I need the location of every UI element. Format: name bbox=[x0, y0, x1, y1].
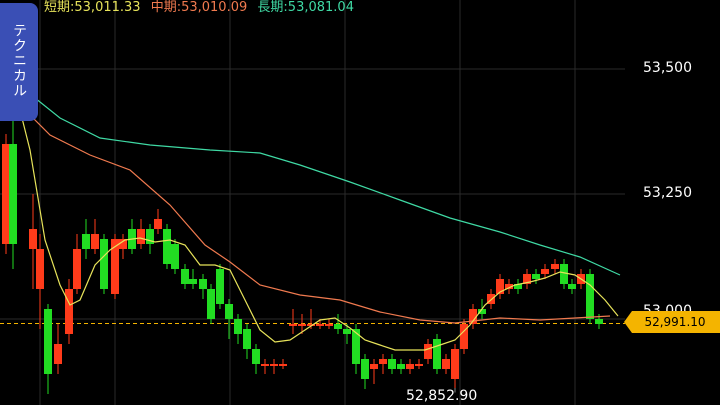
candle-body bbox=[496, 279, 504, 294]
candle-body bbox=[100, 239, 108, 289]
candle-body bbox=[397, 364, 405, 369]
candle-body bbox=[82, 234, 90, 249]
candle-body bbox=[171, 244, 179, 269]
candle-body bbox=[44, 309, 52, 374]
candle-body bbox=[289, 324, 297, 326]
candle-body bbox=[216, 269, 224, 304]
candle-body bbox=[181, 269, 189, 284]
candle-body bbox=[65, 289, 73, 334]
candle-body bbox=[36, 249, 44, 289]
candle-body bbox=[163, 229, 171, 264]
candle-body bbox=[207, 289, 215, 319]
candle-body bbox=[199, 279, 207, 289]
candle-body bbox=[225, 304, 233, 319]
period-low-label: 52,852.90 bbox=[406, 388, 478, 404]
candle-body bbox=[379, 359, 387, 364]
candle-body bbox=[415, 364, 423, 366]
candle-body bbox=[334, 324, 342, 329]
candle-body bbox=[29, 229, 37, 249]
candle-body bbox=[270, 364, 278, 366]
price-axis-label-53250: 53,250 bbox=[643, 185, 692, 201]
candle-body bbox=[505, 284, 513, 289]
candle-body bbox=[252, 349, 260, 364]
candle-body bbox=[433, 339, 441, 369]
candle-body bbox=[352, 329, 360, 364]
candle-body bbox=[2, 144, 10, 244]
ma-legend: 短期:53,011.33 中期:53,010.09 長期:53,081.04 bbox=[44, 0, 354, 16]
candle-body bbox=[487, 294, 495, 304]
candle-body bbox=[137, 229, 145, 244]
candle-body bbox=[523, 274, 531, 284]
candle-body bbox=[532, 274, 540, 279]
long-ma-value: 53,081.04 bbox=[287, 0, 354, 15]
candle-body bbox=[73, 249, 81, 289]
candle-body bbox=[243, 329, 251, 349]
candle-body bbox=[307, 324, 315, 326]
candle-body bbox=[343, 329, 351, 334]
mid-ma-label: 中期: bbox=[150, 0, 182, 15]
candle-body bbox=[560, 264, 568, 284]
candle-body bbox=[279, 364, 287, 366]
candle-body bbox=[586, 274, 594, 319]
candle-body bbox=[595, 319, 603, 324]
mid-ma-line bbox=[24, 109, 611, 324]
candle-body bbox=[146, 229, 154, 244]
candle-body bbox=[478, 309, 486, 314]
candle-body bbox=[9, 144, 17, 244]
candle-body bbox=[234, 319, 242, 334]
candle-body bbox=[469, 309, 477, 324]
technical-tab[interactable]: テクニカル bbox=[0, 3, 38, 121]
candle-body bbox=[261, 364, 269, 366]
long-ma-label: 長期: bbox=[257, 0, 288, 15]
short-ma-label: 短期: bbox=[44, 0, 75, 15]
candle-body bbox=[325, 324, 333, 326]
candle-body bbox=[514, 284, 522, 289]
candle-body bbox=[111, 239, 119, 294]
price-axis-label-53500: 53,500 bbox=[643, 60, 692, 76]
candle-body bbox=[91, 234, 99, 249]
long-ma-line bbox=[24, 89, 621, 276]
candle-body bbox=[189, 279, 197, 284]
candle-body bbox=[54, 344, 62, 364]
candle-body bbox=[406, 364, 414, 369]
short-ma-value: 53,011.33 bbox=[74, 0, 141, 15]
candle-body bbox=[451, 349, 459, 379]
short-ma-line bbox=[14, 89, 619, 351]
current-price-badge: 52,991.10 bbox=[624, 311, 720, 333]
candle-body bbox=[460, 324, 468, 349]
candle-body bbox=[154, 219, 162, 229]
candle-body bbox=[551, 264, 559, 269]
candle-body bbox=[442, 359, 450, 369]
candle-body bbox=[370, 364, 378, 369]
candle-body bbox=[388, 359, 396, 369]
mid-ma-value: 53,010.09 bbox=[181, 0, 248, 15]
candle-body bbox=[424, 344, 432, 359]
candle-body bbox=[541, 269, 549, 274]
candle-body bbox=[361, 359, 369, 379]
technical-tab-label: テクニカル bbox=[11, 23, 27, 98]
candle-body bbox=[298, 324, 306, 326]
candle-body bbox=[568, 284, 576, 289]
candle-body bbox=[316, 324, 324, 326]
candle-body bbox=[119, 239, 127, 249]
